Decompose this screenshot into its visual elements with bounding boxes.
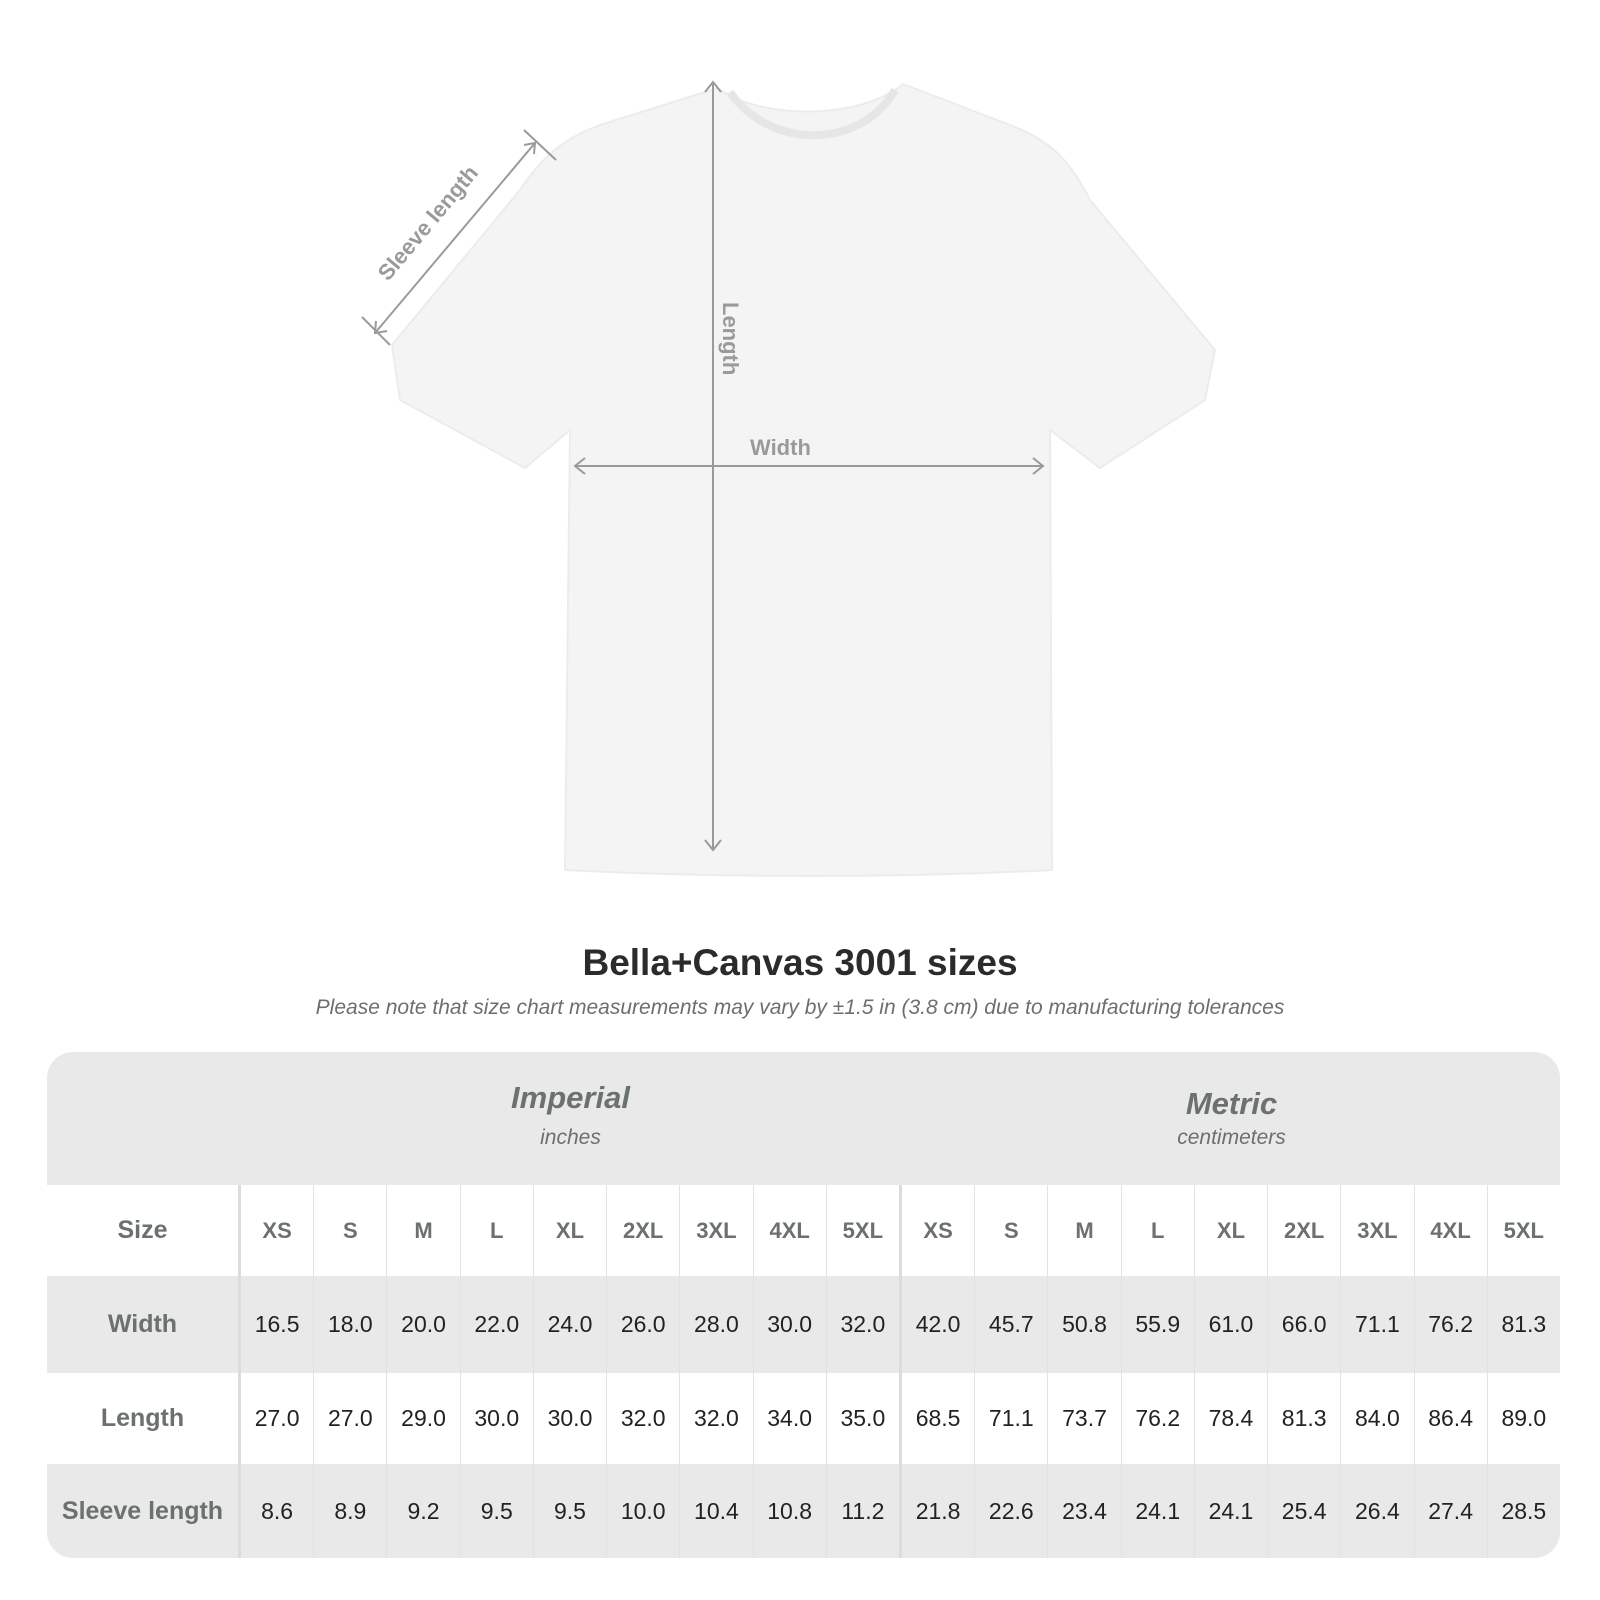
imperial-value-cell: 10.0 [607,1464,681,1558]
imperial-value-cell: 20.0 [387,1276,461,1373]
metric-value-cell: 71.1 [975,1373,1049,1464]
metric-size-header: 3XL [1341,1185,1415,1276]
metric-value-cell: 66.0 [1268,1276,1342,1373]
metric-value-cell: 71.1 [1341,1276,1415,1373]
imperial-value-cell: 16.5 [241,1276,315,1373]
imperial-value-cell: 35.0 [827,1373,902,1464]
metric-value-cell: 81.3 [1268,1373,1342,1464]
imperial-value-cell: 30.0 [461,1373,534,1464]
imperial-value-cell: 9.5 [461,1464,534,1558]
metric-size-header: L [1122,1185,1195,1276]
metric-title: Metric [1185,1086,1278,1121]
metric-value-cell: 42.0 [902,1276,976,1373]
imperial-value-cell: 8.6 [241,1464,315,1558]
metric-value-cell: 28.5 [1501,1497,1547,1524]
imperial-value-cell: 26.0 [607,1276,681,1373]
metric-value-cell: 73.7 [1048,1373,1122,1464]
imperial-unit: inches [540,1126,601,1149]
unit-header: Imperial inches Metric centimeters [47,1052,1560,1185]
metric-value-cell: 84.0 [1341,1373,1415,1464]
metric-unit: centimeters [1177,1126,1286,1149]
imperial-value-cell: 9.2 [387,1464,461,1558]
imperial-value-cell: 34.0 [754,1373,827,1464]
imperial-size-header: 4XL [754,1185,827,1276]
imperial-value-cell: 18.0 [314,1276,388,1373]
imperial-size-header: L [461,1185,534,1276]
table-row: Width 16.5 18.0 20.0 22.0 24.0 26.0 28.0 30.0 32.… [47,1276,1560,1373]
metric-value-cell: 78.4 [1195,1373,1269,1464]
metric-value-cell: 76.2 [1122,1373,1195,1464]
size-label: Size [47,1185,241,1276]
metric-value-cell: 26.4 [1341,1464,1415,1558]
metric-value-cell: 25.4 [1268,1464,1342,1558]
metric-value-cell: 86.4 [1415,1373,1488,1464]
metric-value-cell: 23.4 [1048,1464,1122,1558]
imperial-value-cell: 22.0 [461,1276,534,1373]
imperial-size-header: 5XL [827,1185,902,1276]
imperial-value-cell: 8.9 [314,1464,388,1558]
metric-header: Metric centimeters [903,1086,1560,1150]
size-table: Imperial inches Metric centimeters Size … [47,1052,1560,1558]
metric-value-cell: 27.4 [1415,1464,1488,1558]
metric-value-cell: 61.0 [1195,1276,1269,1373]
row-label: Width [47,1276,241,1373]
metric-value-cell: 24.1 [1195,1464,1269,1558]
imperial-value-cell: 27.0 [314,1373,388,1464]
imperial-value-cell: 10.4 [680,1464,754,1558]
imperial-value-cell: 24.0 [534,1276,608,1373]
imperial-size-header: 3XL [680,1185,754,1276]
tshirt-diagram: Sleeve length Length Width [361,80,1217,877]
imperial-value-cell: 32.0 [680,1373,754,1464]
metric-value-cell: 68.5 [902,1373,976,1464]
metric-size-header: 4XL [1415,1185,1488,1276]
imperial-value-cell: 11.2 [827,1464,902,1558]
imperial-size-header: XL [534,1185,608,1276]
metric-size-header: XS [902,1185,976,1276]
row-label: Length [47,1373,241,1464]
metric-value-cell: 45.7 [975,1276,1049,1373]
tshirt-shape [390,82,1217,877]
imperial-value-cell: 29.0 [387,1373,461,1464]
page-title: Bella+Canvas 3001 sizes [582,942,1018,983]
imperial-value-cell: 28.0 [680,1276,754,1373]
metric-size-header: S [975,1185,1049,1276]
metric-value-cell: 21.8 [902,1464,976,1558]
metric-value-cell: 50.8 [1048,1276,1122,1373]
metric-size-header: 2XL [1268,1185,1342,1276]
metric-size-header: 5XL [1503,1217,1544,1243]
row-label: Sleeve length [47,1464,241,1558]
metric-value-cell: 55.9 [1122,1276,1195,1373]
imperial-size-header: 2XL [607,1185,681,1276]
imperial-value-cell: 30.0 [534,1373,608,1464]
imperial-value-cell: 10.8 [754,1464,827,1558]
size-row: Size XS S M L XL 2XL 3XL 4XL 5XL XS S M L XL 2XL 3XL 4XL… [47,1185,1560,1276]
imperial-value-cell: 32.0 [607,1373,681,1464]
table-row: Sleeve length 8.6 8.9 9.2 9.5 9.5 10.0 10.4 10.8… [47,1464,1560,1558]
imperial-value-cell: 32.0 [827,1276,902,1373]
sleeve-arrow [374,142,536,334]
imperial-size-header: S [314,1185,388,1276]
imperial-size-header: M [387,1185,461,1276]
table-row: Length 27.0 27.0 29.0 30.0 30.0 32.0 32.0 34.0 35… [47,1373,1560,1464]
imperial-size-header: XS [241,1185,315,1276]
metric-value-cell: 81.3 [1501,1311,1547,1337]
metric-value-cell: 76.2 [1415,1276,1488,1373]
metric-value-cell: 24.1 [1122,1464,1195,1558]
imperial-value-cell: 27.0 [241,1373,315,1464]
metric-value-cell: 89.0 [1501,1405,1547,1431]
imperial-header: Imperial inches [241,1080,900,1150]
imperial-value-cell: 9.5 [534,1464,608,1558]
width-label: Width [750,435,811,460]
imperial-value-cell: 30.0 [754,1276,827,1373]
metric-value-cell: 22.6 [975,1464,1049,1558]
tolerance-note: Please note that size chart measurements… [315,996,1285,1019]
metric-size-header: XL [1195,1185,1269,1276]
imperial-title: Imperial [511,1080,630,1115]
length-label: Length [718,302,743,375]
metric-size-header: M [1048,1185,1122,1276]
